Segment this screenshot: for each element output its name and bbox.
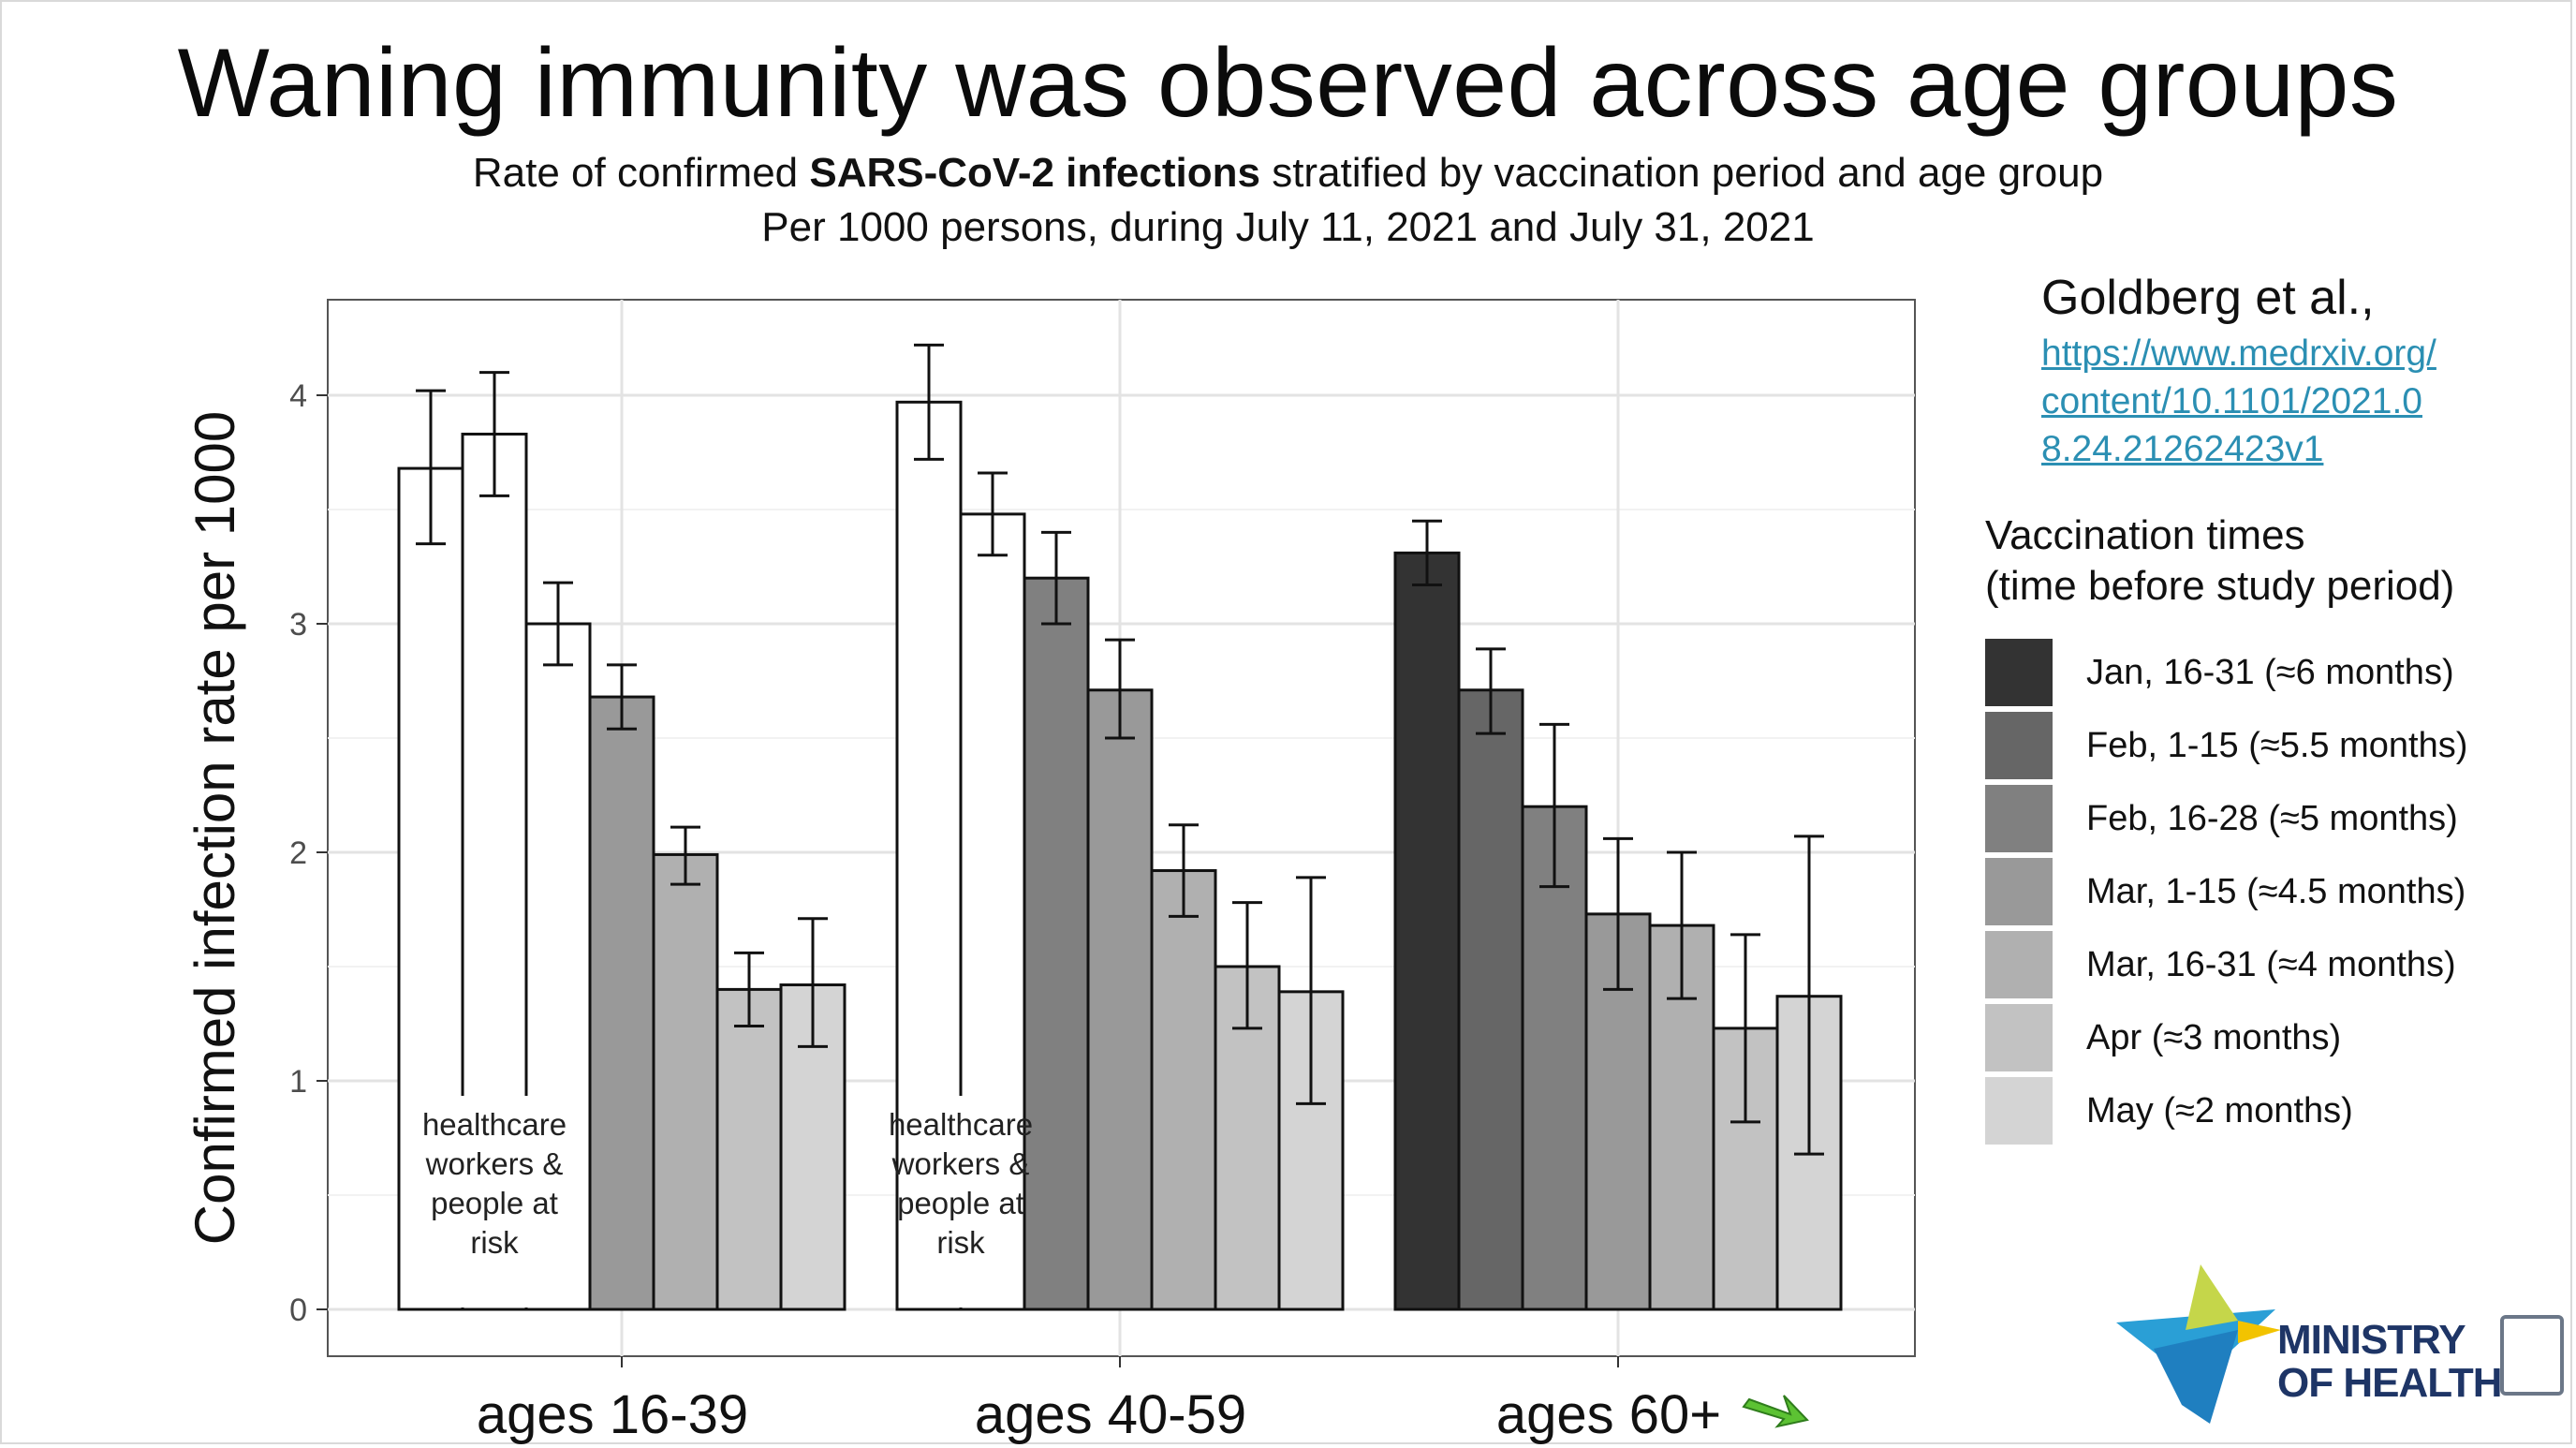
bar (588, 695, 655, 1311)
citation-link[interactable]: https://www.medrxiv.org/content/10.1101/… (2041, 333, 2436, 469)
legend-swatch (1985, 1004, 2053, 1071)
legend-title-line-1: Vaccination times (1985, 512, 2305, 558)
legend-swatch (1985, 931, 2053, 998)
annotation-box (404, 1096, 585, 1308)
legend-title-line-2: (time before study period) (1985, 563, 2455, 609)
y-tick-label: 1 (289, 1064, 307, 1100)
legend-item: Apr (≈3 months) (1985, 1001, 2547, 1074)
legend-label: Mar, 1-15 (≈4.5 months) (2086, 871, 2466, 911)
y-tick-label: 2 (289, 835, 307, 871)
legend-swatch (1985, 858, 2053, 925)
annotation-box (902, 1096, 1020, 1308)
annotation-text: healthcare workers & people at risk (422, 1107, 567, 1260)
bar (1086, 688, 1154, 1311)
logo-line-2: OF HEALTH (2277, 1360, 2502, 1406)
citation-author: Goldberg et al., (2041, 271, 2375, 325)
subtitle-line-1: Rate of confirmed SARS-CoV-2 infections … (0, 150, 2576, 197)
legend-swatch (1985, 785, 2053, 852)
x-tick-label: ages 40-59 (975, 1384, 1246, 1445)
legend-item: Jan, 16-31 (≈6 months) (1985, 636, 2547, 709)
y-tick-label: 0 (289, 1293, 307, 1328)
bar (1521, 805, 1588, 1311)
bar (1023, 576, 1090, 1311)
legend-item: Mar, 16-31 (≈4 months) (1985, 928, 2547, 1001)
subtitle-line-2: Per 1000 persons, during July 11, 2021 a… (761, 204, 1815, 250)
legend-label: Mar, 16-31 (≈4 months) (2086, 944, 2456, 984)
legend-label: Feb, 1-15 (≈5.5 months) (2086, 725, 2468, 765)
subtitle-prefix: Rate of confirmed (472, 150, 810, 196)
legend-item: Feb, 1-15 (≈5.5 months) (1985, 709, 2547, 782)
bar (1150, 869, 1217, 1311)
logo-text: MINISTRY OF HEALTH (2277, 1319, 2502, 1405)
logo-line-1: MINISTRY (2277, 1317, 2466, 1363)
legend-item: Mar, 1-15 (≈4.5 months) (1985, 855, 2547, 928)
legend-item: May (≈2 months) (1985, 1074, 2547, 1147)
legend-label: Jan, 16-31 (≈6 months) (2086, 652, 2454, 692)
y-axis-title: Confirmed infection rate per 1000 (184, 411, 246, 1246)
legend-swatch (1985, 1077, 2053, 1145)
bar-chart: 0 1 2 3 4 healthcare workers & people at risk age… (184, 299, 1916, 1445)
legend-item: Feb, 16-28 (≈5 months) (1985, 782, 2547, 855)
legend: Vaccination times (time before study per… (1985, 510, 2547, 1147)
slide-title: Waning immunity was observed across age … (177, 29, 2399, 138)
logo-swoosh-icon (2116, 1264, 2281, 1424)
x-tick-label: ages 16-39 (477, 1384, 748, 1445)
legend-swatch (1985, 639, 2053, 706)
annotation-text: healthcare workers & people at risk (889, 1107, 1033, 1260)
legend-label: May (≈2 months) (2086, 1090, 2353, 1130)
legend-label: Apr (≈3 months) (2086, 1017, 2342, 1057)
ministry-of-health-logo: MINISTRY OF HEALTH (2098, 1264, 2576, 1448)
y-tick-label: 4 (289, 378, 307, 414)
legend-swatch (1985, 712, 2053, 779)
bar (652, 852, 719, 1311)
bar (1393, 551, 1461, 1311)
legend-title: Vaccination times (time before study per… (1985, 510, 2547, 612)
legend-items: Jan, 16-31 (≈6 months) Feb, 1-15 (≈5.5 mo… (1985, 636, 2547, 1147)
green-arrow-icon (1742, 1395, 1809, 1428)
bar (1457, 688, 1524, 1311)
state-emblem-icon (2500, 1315, 2564, 1396)
x-tick-label: ages 60+ (1496, 1384, 1721, 1445)
legend-label: Feb, 16-28 (≈5 months) (2086, 798, 2458, 838)
subtitle-suffix: stratified by vaccination period and age… (1259, 150, 2104, 196)
y-tick-label: 3 (289, 607, 307, 643)
subtitle-bold: SARS-CoV-2 infections (809, 150, 1260, 196)
bar (715, 987, 783, 1311)
